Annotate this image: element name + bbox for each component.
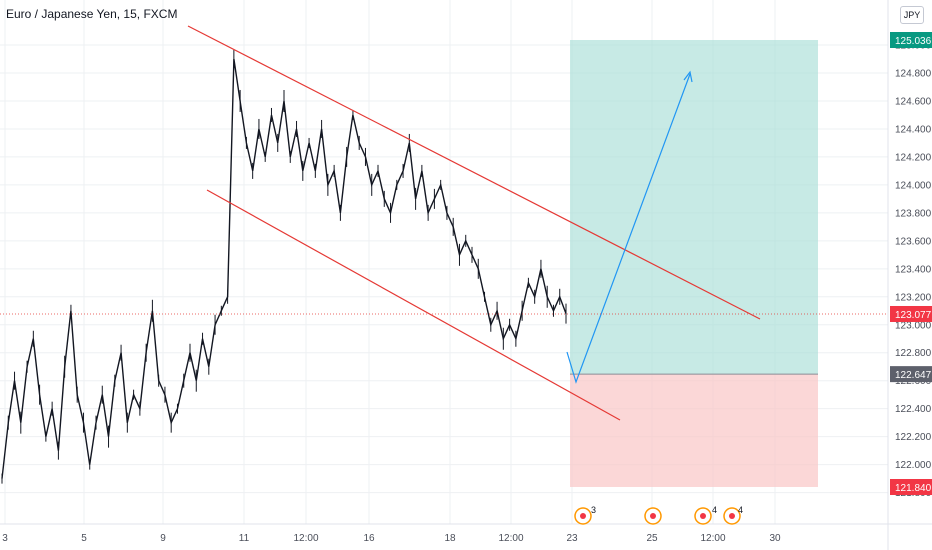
target-price-label-box	[890, 32, 932, 48]
event-icon-dot	[650, 513, 656, 519]
price-axis-tick: 124.200	[895, 152, 932, 163]
price-axis-tick: 123.200	[895, 292, 932, 303]
price-axis-tick: 124.800	[895, 69, 932, 80]
time-axis-tick: 9	[160, 533, 166, 544]
current-price-label: 123.077	[895, 310, 932, 321]
event-badge-count: 4	[712, 505, 717, 515]
event-badge-count: 4	[738, 505, 743, 515]
time-axis-tick: 18	[444, 533, 456, 544]
event-icon-dot	[700, 513, 706, 519]
stop-price-label-box	[890, 479, 932, 495]
price-axis-tick: 122.000	[895, 460, 932, 471]
target-price-label: 125.036	[895, 36, 932, 47]
projection-path[interactable]	[566, 73, 691, 384]
price-axis-tick: 124.000	[895, 180, 932, 191]
stop-price-label: 121.840	[895, 483, 932, 494]
time-axis-tick: 23	[566, 533, 578, 544]
price-axis-tick: 122.200	[895, 432, 932, 443]
time-axis-tick: 16	[363, 533, 375, 544]
time-axis-tick: 25	[646, 533, 658, 544]
price-axis-tick: 123.400	[895, 264, 932, 275]
moon-icon-dot	[580, 513, 586, 519]
channel-upper-line[interactable]	[187, 25, 761, 320]
time-axis-tick: 30	[769, 533, 781, 544]
time-axis-tick: 12:00	[293, 533, 318, 544]
time-axis-tick: 3	[2, 533, 8, 544]
price-axis-tick: 124.600	[895, 96, 932, 107]
time-axis-tick: 12:00	[498, 533, 523, 544]
event-icon-dot	[729, 513, 735, 519]
target-zone	[570, 40, 818, 375]
stop-zone	[570, 374, 818, 487]
price-axis-tick: 123.600	[895, 236, 932, 247]
current-price-label-box	[890, 305, 932, 322]
price-axis-tick: 124.400	[895, 124, 932, 135]
price-axis-tick: 123.000	[895, 320, 932, 331]
event-badge-count: 3	[591, 505, 596, 515]
price-axis-tick: 122.800	[895, 348, 932, 359]
time-axis-tick: 12:00	[700, 533, 725, 544]
currency-button[interactable]: JPY	[900, 6, 924, 24]
entry-price-label-box	[890, 366, 932, 383]
price-axis-tick: 122.400	[895, 404, 932, 415]
time-axis-tick: 11	[239, 533, 250, 544]
projection-arrowhead	[683, 70, 693, 83]
chart-title: Euro / Japanese Yen, 15, FXCM	[6, 7, 178, 21]
price-axis-tick: 123.800	[895, 208, 932, 219]
time-axis-tick: 5	[81, 533, 87, 544]
entry-price-label: 122.647	[895, 370, 932, 381]
channel-lower-line[interactable]	[206, 189, 621, 421]
